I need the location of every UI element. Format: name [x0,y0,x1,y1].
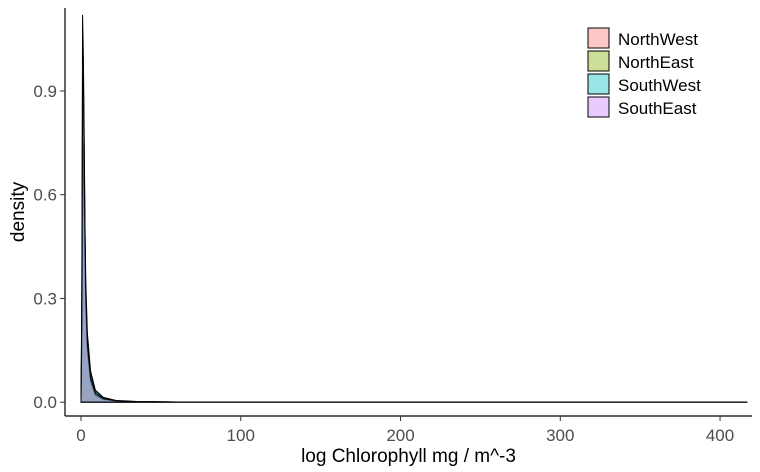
legend-label-northwest: NorthWest [618,30,698,49]
y-axis-title: density [8,181,29,242]
legend-swatch-southwest [587,73,610,95]
x-tick-label: 300 [546,426,574,445]
x-tick-label: 100 [227,426,255,445]
y-axis-ticks: 0.0 0.3 0.6 0.9 [33,82,65,412]
legend-swatch-northeast [587,50,610,72]
plot-area [80,14,748,403]
x-axis-title: log Chlorophyll mg / m^-3 [301,446,516,467]
legend-swatch-southeast [587,96,610,118]
legend-label-southwest: SouthWest [618,76,701,95]
y-tick-label: 0.6 [33,186,57,205]
legend-label-southeast: SouthEast [618,99,697,118]
y-tick-label: 0.9 [33,82,57,101]
legend: NorthWest NorthEast SouthWest SouthEast [587,27,701,118]
y-tick-label: 0.3 [33,289,57,308]
y-tick-label: 0.0 [33,393,57,412]
x-tick-label: 200 [386,426,414,445]
legend-label-northeast: NorthEast [618,53,694,72]
density-area-southeast [80,73,748,403]
x-tick-label: 400 [706,426,734,445]
x-tick-label: 0 [76,426,85,445]
legend-swatch-northwest [587,27,610,49]
x-axis-ticks: 0 100 200 300 400 [76,416,734,445]
